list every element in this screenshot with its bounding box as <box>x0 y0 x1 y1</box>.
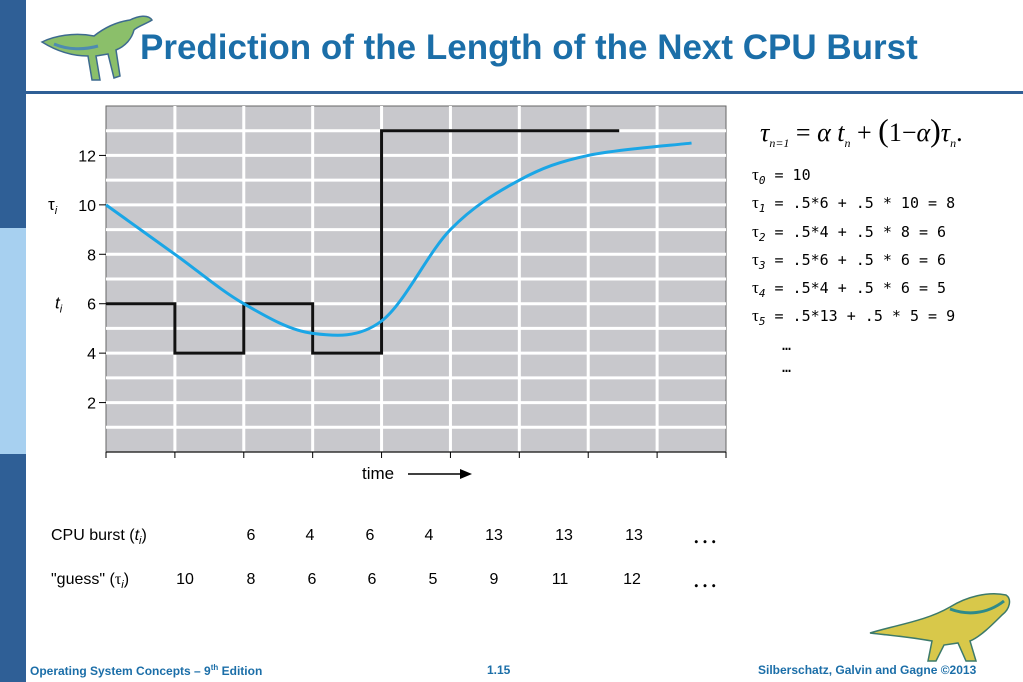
formula-paren-close: ) <box>930 112 941 148</box>
equation-line: τ3 = .5*6 + .5 * 6 = 6 <box>752 249 955 277</box>
formula-paren-open: ( <box>878 112 889 148</box>
y-tick-label: 4 <box>87 346 96 363</box>
equation-ellipsis: … <box>782 335 792 354</box>
dinosaur-footer-icon <box>869 593 1011 662</box>
equation-tau: τ <box>752 193 759 213</box>
equation-tau: τ <box>752 221 759 241</box>
equation-line: τ4 = .5*4 + .5 * 6 = 5 <box>752 277 955 305</box>
equation-line: τ5 = .5*13 + .5 * 5 = 9 <box>752 305 955 333</box>
equation-text: = .5*6 + .5 * 10 = 8 <box>765 194 956 213</box>
equation-line: τ2 = .5*4 + .5 * 8 = 6 <box>752 221 955 249</box>
equation-subscript: 5 <box>758 315 766 329</box>
equation-text: = .5*4 + .5 * 6 = 5 <box>765 279 947 298</box>
cpu-burst-cell: 13 <box>485 527 503 544</box>
equation-tau: τ <box>752 165 759 184</box>
formula-minus: − <box>901 118 917 147</box>
y-tick-label: 10 <box>78 198 96 215</box>
equation-subscript: 0 <box>758 174 766 187</box>
cpu-burst-cell: 4 <box>424 527 434 544</box>
guess-row-label: "guess" (τi) <box>51 571 130 592</box>
equation-tau: τ <box>752 306 759 326</box>
guess-ellipsis: … <box>692 564 718 593</box>
x-axis-label: time <box>362 464 394 483</box>
equation-text: = .5*13 + .5 * 5 = 9 <box>765 307 956 326</box>
equation-subscript: 3 <box>758 258 766 272</box>
exponential-average-formula: τn=1 = α tn + (1−α)τn. <box>760 112 963 151</box>
equation-line: τ1 = .5*6 + .5 * 10 = 8 <box>752 192 955 220</box>
cpu-burst-step-line <box>106 129 620 355</box>
guess-cell: 5 <box>428 571 438 588</box>
formula-t-subscript: n <box>844 136 851 151</box>
footer-copyright: Silberschatz, Galvin and Gagne ©2013 <box>758 663 977 677</box>
sidebar-highlight <box>0 228 26 454</box>
slide-title: Prediction of the Length of the Next CPU… <box>140 28 918 67</box>
y-tick-label: 12 <box>78 148 96 165</box>
equation-text: = .5*6 + .5 * 6 = 6 <box>765 250 947 269</box>
cpu-burst-cell: 13 <box>625 527 643 544</box>
worked-equations: τ0 = 10 τ1 = .5*6 + .5 * 10 = 8 τ2 = .5*… <box>752 164 955 378</box>
formula-plus: + <box>856 118 872 147</box>
equation-text: = 10 <box>765 166 811 184</box>
guess-cell: 9 <box>489 571 499 588</box>
time-arrow-icon <box>408 469 472 479</box>
cpu-burst-row-label: CPU burst (ti) <box>51 527 147 548</box>
y-axis-ticks: 2 4 6 8 10 12 <box>78 148 727 458</box>
cpu-burst-cell: 13 <box>555 527 573 544</box>
t-i-axis-label: ti <box>55 294 63 316</box>
formula-t: t <box>837 118 845 147</box>
equation-tau: τ <box>752 249 759 269</box>
equation-ellipsis: … <box>782 358 792 377</box>
equation-tau: τ <box>752 278 759 298</box>
guess-cell: 6 <box>367 571 377 588</box>
equation-text: = .5*4 + .5 * 8 = 6 <box>765 222 947 241</box>
guess-cell: 11 <box>551 571 569 588</box>
footer-book-title: Operating System Concepts – 9th Edition <box>30 663 263 678</box>
cpu-burst-cell: 6 <box>246 527 256 544</box>
formula-lhs-subscript: n=1 <box>769 136 790 151</box>
equation-line: τ0 = 10 <box>752 164 955 192</box>
guess-cell: 10 <box>176 571 194 588</box>
cpu-burst-cell: 6 <box>365 527 375 544</box>
formula-tau-2: τ <box>940 118 951 147</box>
dinosaur-logo-icon <box>40 15 154 81</box>
burst-ellipsis: … <box>692 520 718 549</box>
y-tick-label: 8 <box>87 247 96 264</box>
formula-equals: = <box>795 118 811 147</box>
formula-tau: τ <box>760 118 770 147</box>
guess-cell: 8 <box>246 571 256 588</box>
y-tick-label: 6 <box>87 297 96 314</box>
formula-period: . <box>956 118 963 147</box>
sidebar-strip <box>0 0 26 682</box>
tau-i-axis-label: τi <box>48 195 58 217</box>
guess-cell: 6 <box>307 571 317 588</box>
y-tick-label: 2 <box>87 396 96 413</box>
series <box>105 129 692 355</box>
guess-cell: 12 <box>623 571 641 588</box>
equation-subscript: 2 <box>758 230 766 244</box>
formula-tau-subscript: n <box>950 136 957 151</box>
formula-alpha: α <box>817 118 831 147</box>
cpu-burst-cell: 4 <box>305 527 315 544</box>
formula-one: 1 <box>888 118 902 147</box>
title-underline <box>26 91 1023 94</box>
equation-subscript: 4 <box>758 287 766 301</box>
equation-subscript: 1 <box>758 202 766 216</box>
footer-page-number: 1.15 <box>487 663 511 677</box>
formula-alpha-2: α <box>916 118 931 147</box>
guess-curve <box>105 141 692 337</box>
